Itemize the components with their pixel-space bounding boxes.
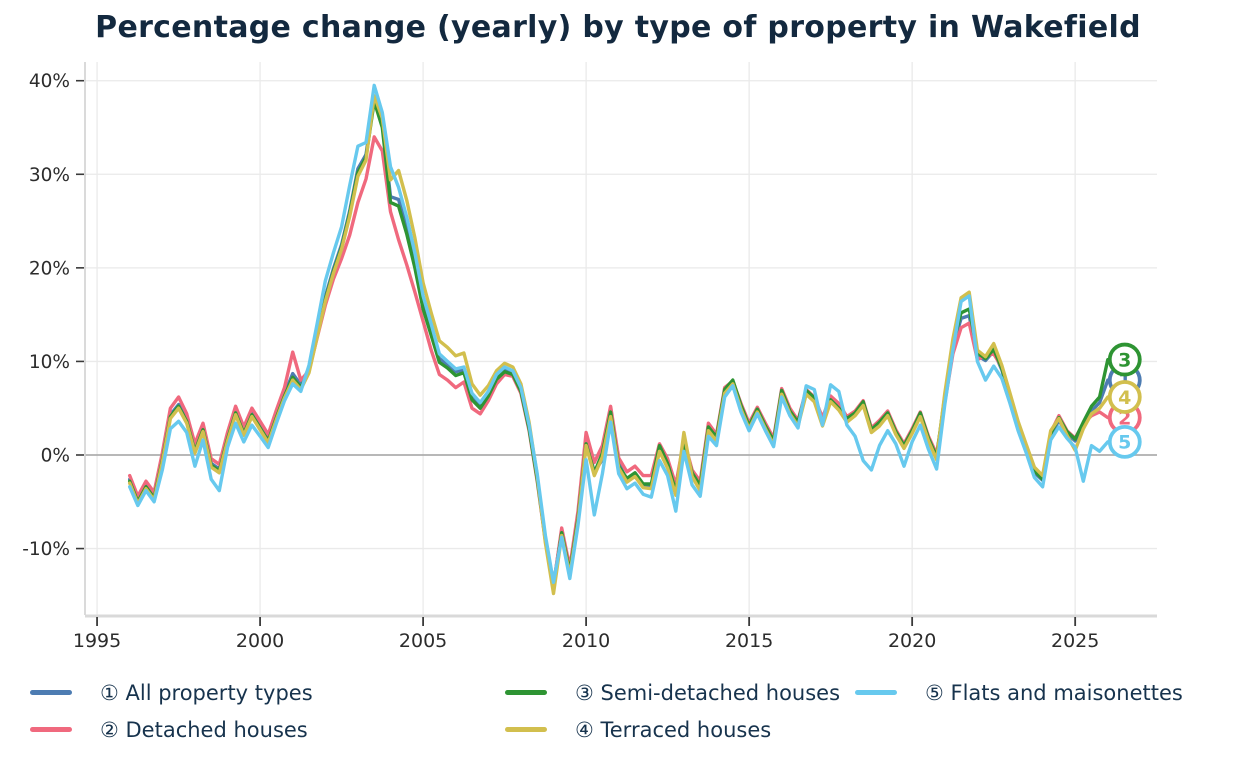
legend-swatch-4 — [505, 727, 547, 732]
x-tick-label: 2000 — [236, 630, 284, 652]
series-end-marker-5 — [1107, 424, 1142, 459]
series-end-marker-digit-5: 5 — [1118, 432, 1131, 454]
x-tick-label: 2020 — [888, 630, 936, 652]
y-tick-label: 20% — [29, 258, 70, 279]
x-tick-label: 2025 — [1051, 630, 1099, 652]
chart-title: Percentage change (yearly) by type of pr… — [95, 10, 1141, 45]
y-tick-label: 10% — [29, 352, 70, 373]
x-tick-label: 2010 — [562, 630, 610, 652]
legend-swatch-2 — [30, 727, 72, 732]
y-tick-label: -10% — [22, 539, 70, 560]
legend-item-detached-houses: ② Detached houses — [30, 718, 505, 742]
legend-item-flats-and-maisonettes: ⑤ Flats and maisonettes — [855, 681, 1226, 705]
legend-label: ③ Semi-detached houses — [575, 680, 841, 705]
legend-label: ② Detached houses — [100, 717, 308, 742]
chart-legend: ① All property types ② Detached houses ③ S… — [30, 674, 1226, 748]
legend-item-semi-detached-houses: ③ Semi-detached houses — [505, 681, 855, 705]
x-tick-label: 1995 — [73, 630, 121, 652]
series-end-marker-digit-4: 4 — [1118, 387, 1131, 409]
y-tick-label: 40% — [29, 71, 70, 92]
legend-item-all-property-types: ① All property types — [30, 681, 505, 705]
series-end-marker-4 — [1107, 380, 1142, 414]
y-tick-label: 0% — [41, 445, 70, 466]
series-end-marker-3 — [1107, 342, 1142, 377]
y-tick-label: 30% — [29, 165, 70, 186]
series-line-1 — [127, 96, 1110, 586]
legend-swatch-5 — [855, 690, 897, 695]
legend-item-terraced-houses: ④ Terraced houses — [505, 718, 855, 742]
legend-label: ① All property types — [100, 680, 313, 705]
x-tick-label: 2015 — [725, 630, 773, 652]
legend-swatch-1 — [30, 690, 72, 695]
series-line-4 — [127, 93, 1110, 596]
x-tick-label: 2005 — [399, 630, 447, 652]
legend-swatch-3 — [505, 690, 547, 695]
line-chart-plot: 40% 30% 20% 10% 0% -10% 1995 2000 2005 2010 2015 20… — [22, 62, 1157, 652]
legend-label: ④ Terraced houses — [575, 717, 772, 742]
series-line-5 — [127, 83, 1110, 584]
series-end-marker-digit-3: 3 — [1118, 349, 1131, 371]
legend-label: ⑤ Flats and maisonettes — [925, 680, 1183, 705]
